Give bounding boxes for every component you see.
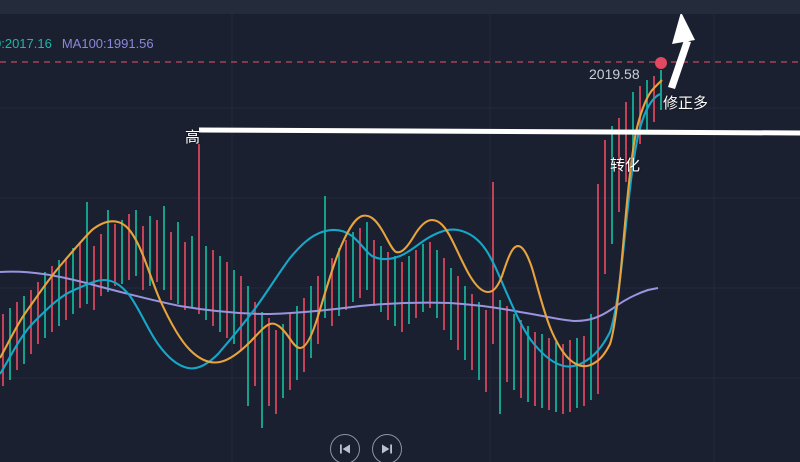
annotation-conversion: 转化 <box>610 157 641 174</box>
chart-svg <box>0 14 800 462</box>
playback-controls[interactable] <box>330 434 402 462</box>
price-marker-dot <box>655 57 667 69</box>
skip-to-start-button[interactable] <box>330 434 360 462</box>
annotation-correction-long: 修正多 <box>663 95 709 112</box>
up-arrow-icon <box>668 14 695 89</box>
skip-to-end-icon <box>382 444 392 454</box>
candlestick-series <box>2 70 662 428</box>
skip-to-start-icon <box>340 444 350 454</box>
resistance-trendline <box>198 127 800 136</box>
ma-slow-line <box>0 270 659 323</box>
skip-to-end-button[interactable] <box>372 434 402 462</box>
ma-fast-line <box>0 79 663 368</box>
toolbar-ghost-row <box>0 0 800 11</box>
cut-off-toolbar-strip <box>0 0 800 15</box>
annotation-high: 高 <box>185 129 201 146</box>
grid-lines <box>0 14 800 462</box>
ma-mid-line <box>0 93 661 375</box>
last-price-label: 2019.58 <box>589 66 640 82</box>
chart-canvas[interactable]: 0:2017.16 MA100:1991.56 高 转化 修正多 2019.58 <box>0 14 800 462</box>
